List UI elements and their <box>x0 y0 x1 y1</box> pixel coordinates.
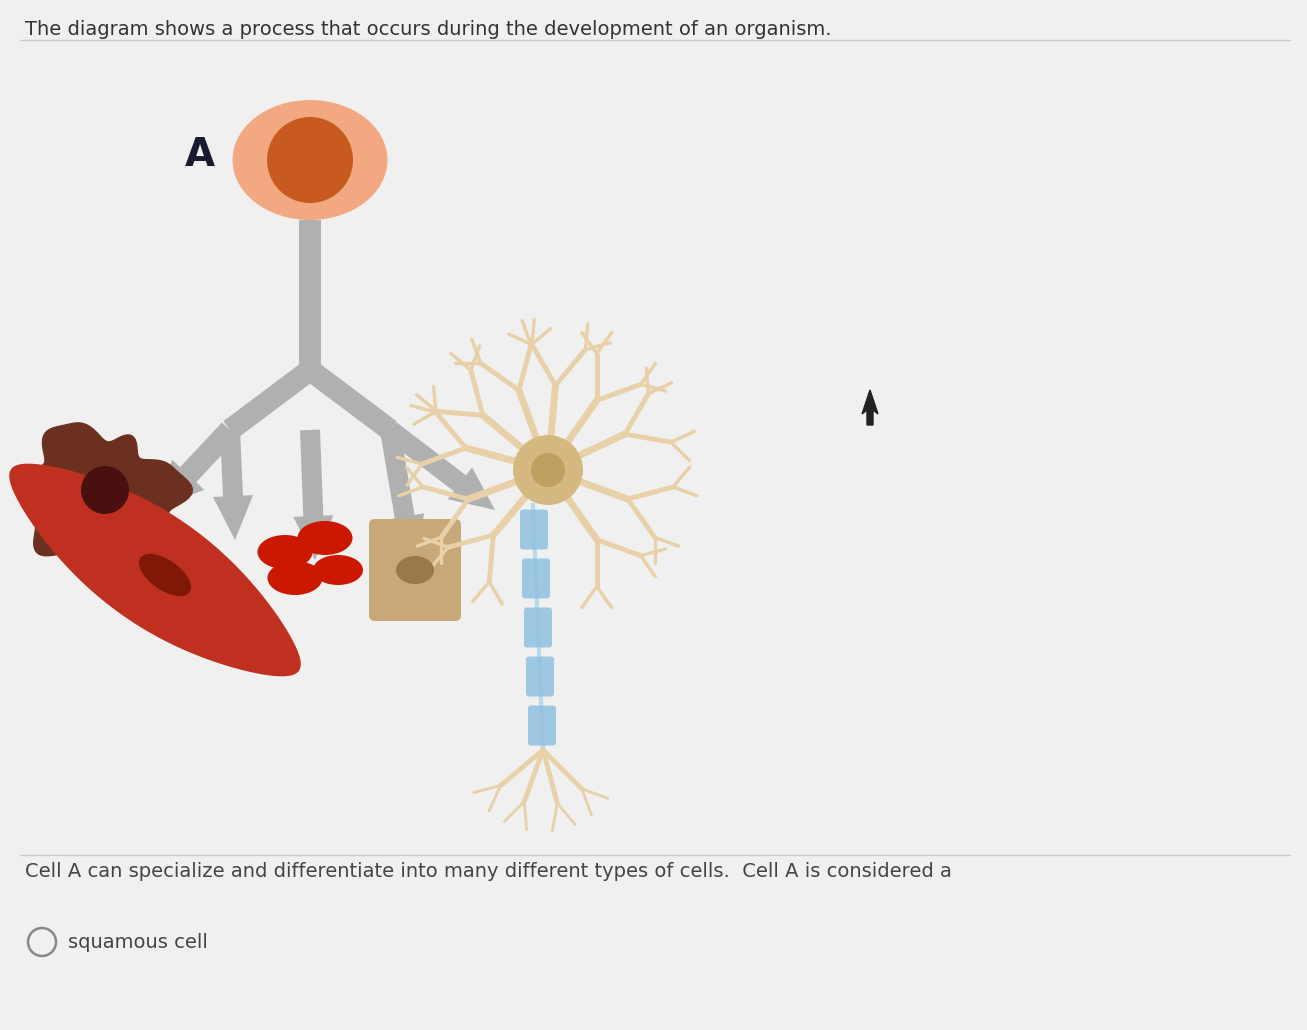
FancyBboxPatch shape <box>528 706 555 746</box>
Polygon shape <box>380 428 425 560</box>
Polygon shape <box>156 422 238 510</box>
Polygon shape <box>293 430 333 560</box>
Circle shape <box>531 453 565 487</box>
FancyBboxPatch shape <box>521 558 550 598</box>
FancyBboxPatch shape <box>525 656 554 696</box>
Text: A: A <box>184 136 216 174</box>
Polygon shape <box>10 465 301 676</box>
FancyBboxPatch shape <box>520 510 548 549</box>
Ellipse shape <box>139 554 191 596</box>
Ellipse shape <box>233 100 387 220</box>
Ellipse shape <box>312 555 363 585</box>
FancyBboxPatch shape <box>524 608 552 648</box>
Polygon shape <box>299 220 322 370</box>
Ellipse shape <box>298 521 353 555</box>
Text: squamous cell: squamous cell <box>68 932 208 952</box>
Polygon shape <box>223 362 316 439</box>
Circle shape <box>267 117 353 203</box>
Text: Cell A can specialize and differentiate into many different types of cells.  Cel: Cell A can specialize and differentiate … <box>25 862 951 881</box>
Text: The diagram shows a process that occurs during the development of an organism.: The diagram shows a process that occurs … <box>25 20 831 39</box>
Polygon shape <box>384 422 495 510</box>
Circle shape <box>514 435 583 505</box>
Polygon shape <box>213 430 254 540</box>
FancyBboxPatch shape <box>369 519 461 621</box>
Ellipse shape <box>396 556 434 584</box>
Circle shape <box>81 466 129 514</box>
Polygon shape <box>863 390 878 425</box>
Polygon shape <box>25 423 192 571</box>
Polygon shape <box>303 362 396 439</box>
Ellipse shape <box>268 561 323 595</box>
Ellipse shape <box>257 535 312 569</box>
